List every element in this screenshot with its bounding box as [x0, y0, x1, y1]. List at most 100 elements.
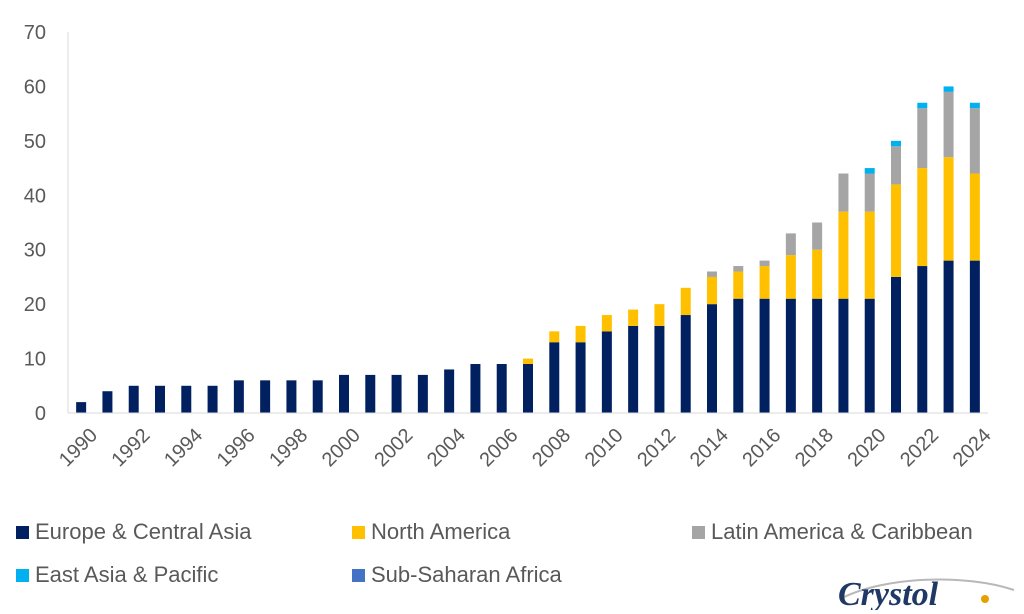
bar-segment — [943, 260, 954, 413]
logo-swoosh — [841, 578, 1015, 599]
x-tick-label: 2000 — [318, 424, 365, 471]
x-tick-label: 1990 — [55, 424, 102, 471]
bar-segment — [969, 173, 980, 261]
bar-segment — [943, 86, 954, 92]
bar-segment — [917, 266, 928, 413]
bar-segment — [785, 255, 796, 299]
x-tick-label: 1998 — [265, 424, 312, 471]
y-tick-label: 50 — [24, 131, 46, 153]
bar-segment — [444, 369, 455, 413]
y-tick-label: 70 — [24, 22, 46, 44]
bar-segment — [943, 91, 954, 158]
x-tick-label: 2022 — [896, 424, 943, 471]
bar-segment — [549, 331, 560, 343]
bar-segment — [707, 304, 717, 413]
x-tick-label: 2008 — [528, 424, 575, 471]
x-tick-label: 2024 — [949, 424, 996, 471]
bar-segment — [864, 168, 875, 174]
y-tick-label: 40 — [24, 185, 46, 207]
crystol-logo: Crystol — [838, 576, 1015, 610]
bar-segment — [785, 233, 796, 256]
bar-segment — [969, 260, 980, 413]
bar-segment — [733, 266, 744, 272]
bar-segment — [417, 374, 428, 413]
bar-segment — [891, 140, 901, 147]
bar-segment — [155, 385, 165, 413]
bar-segment — [496, 364, 507, 413]
bar-segment — [549, 342, 560, 413]
bar-segment — [838, 298, 849, 413]
bar-segment — [286, 380, 297, 413]
x-tick-label: 1992 — [108, 424, 155, 471]
bar-segment — [812, 222, 823, 250]
y-tick-label: 60 — [24, 76, 46, 98]
bar-segment — [339, 374, 349, 413]
bar-segment — [891, 184, 901, 277]
bar-segment — [391, 374, 402, 413]
y-tick-label: 10 — [24, 349, 46, 371]
bar-segment — [891, 146, 901, 185]
bar-segment — [233, 380, 244, 413]
bar-segment — [864, 211, 875, 299]
logo-drop-icon — [981, 595, 989, 603]
bar-segment — [838, 173, 849, 212]
bar-segment — [470, 364, 481, 413]
bar-segment — [969, 102, 980, 109]
bar-segment — [812, 249, 823, 299]
bar-segment — [969, 108, 980, 174]
bar-segment — [523, 364, 533, 413]
bar-segment — [759, 266, 770, 299]
bar-segment — [654, 325, 665, 413]
bar-segment — [680, 315, 691, 413]
x-tick-label: 2014 — [686, 424, 733, 471]
bar-segment — [102, 391, 113, 413]
x-tick-label: 2020 — [844, 424, 891, 471]
bar-segment — [864, 298, 875, 413]
bar-segment — [628, 309, 639, 326]
bar-segment — [128, 385, 139, 413]
bar-segment — [601, 331, 612, 413]
y-tick-label: 20 — [24, 294, 46, 316]
bar-segment — [759, 260, 770, 267]
bar-segment — [943, 157, 954, 261]
bar-segment — [917, 102, 928, 109]
bar-segment — [733, 271, 744, 299]
x-tick-label: 1994 — [160, 424, 207, 471]
bar-segment — [707, 271, 717, 277]
y-tick-label: 30 — [24, 240, 46, 262]
bar-segment — [260, 380, 271, 413]
bar-segment — [76, 402, 87, 413]
svg-text:Crystol: Crystol — [838, 576, 939, 610]
x-tick-label: 2010 — [581, 424, 628, 471]
bar-segment — [812, 298, 823, 413]
bar-segment — [680, 287, 691, 316]
x-tick-label: 1996 — [213, 424, 260, 471]
bar-segment — [707, 276, 717, 305]
x-tick-label: 2018 — [791, 424, 838, 471]
bar-segment — [785, 298, 796, 413]
x-tick-label: 2012 — [633, 424, 680, 471]
bar-segment — [207, 385, 218, 413]
bar-segment — [917, 168, 928, 267]
bar-segment — [838, 211, 849, 299]
bar-segment — [628, 325, 639, 413]
bar-segment — [864, 173, 875, 212]
x-tick-label: 2002 — [370, 424, 417, 471]
bar-segment — [654, 304, 665, 326]
bar-segment — [181, 385, 192, 413]
bar-segment — [365, 374, 376, 413]
x-tick-label: 2016 — [738, 424, 785, 471]
bar-segment — [312, 380, 323, 413]
x-tick-label: 2004 — [423, 424, 470, 471]
bar-segment — [759, 298, 770, 413]
bar-segment — [917, 108, 928, 169]
bar-segment — [601, 315, 612, 332]
x-tick-label: 2006 — [476, 424, 523, 471]
bar-segment — [733, 298, 744, 413]
bar-segment — [575, 342, 586, 413]
bar-segment — [575, 325, 586, 343]
bar-segment — [523, 358, 533, 365]
bar-segment — [891, 276, 901, 413]
y-tick-label: 0 — [35, 403, 46, 425]
